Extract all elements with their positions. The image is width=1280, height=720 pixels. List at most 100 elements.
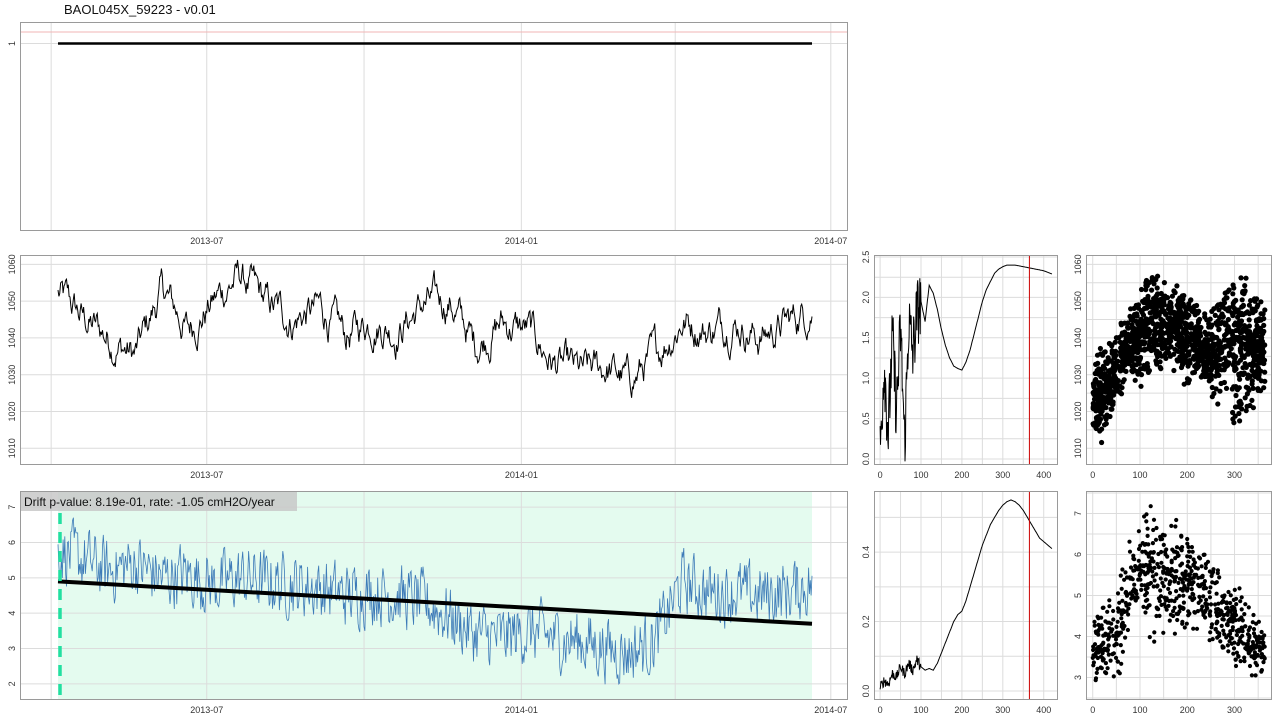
scatter-point xyxy=(1147,568,1152,573)
scatter-point xyxy=(1189,545,1194,550)
panel-background xyxy=(20,22,848,231)
scatter-point xyxy=(1184,339,1190,345)
scatter-point xyxy=(1222,632,1227,637)
scatter-point xyxy=(1233,663,1239,669)
scatter-point xyxy=(1177,576,1182,581)
scatter-point xyxy=(1102,414,1108,420)
scatter-point xyxy=(1109,621,1114,626)
scatter-point xyxy=(1246,605,1251,610)
scatter-point xyxy=(1092,420,1098,426)
scatter-point xyxy=(1238,659,1243,664)
y-tick-label: 3 xyxy=(7,646,17,651)
scatter-point xyxy=(1155,561,1160,567)
scatter-point xyxy=(1247,402,1253,409)
scatter-point xyxy=(1123,570,1128,575)
scatter-point xyxy=(1169,523,1174,529)
scatter-point xyxy=(1239,297,1245,303)
scatter-point xyxy=(1168,612,1173,617)
y-tick-label: 1030 xyxy=(7,365,17,385)
scatter-point xyxy=(1091,391,1097,397)
scatter-point xyxy=(1225,612,1230,618)
scatter-point xyxy=(1143,316,1149,322)
scatter-point xyxy=(1169,293,1175,299)
scatter-point xyxy=(1193,565,1198,570)
scatter-point xyxy=(1186,582,1191,587)
scatter-point xyxy=(1161,298,1167,304)
scatter-point xyxy=(1091,644,1096,649)
scatter-point xyxy=(1234,650,1239,655)
y-tick-label: 3 xyxy=(1073,675,1083,680)
scatter-point xyxy=(1215,620,1220,625)
scatter-point xyxy=(1179,561,1185,566)
scatter-point xyxy=(1158,537,1163,542)
scatter-point xyxy=(1244,309,1250,315)
scatter-point xyxy=(1173,524,1178,529)
scatter-point xyxy=(1249,673,1254,678)
scatter-point xyxy=(1111,674,1116,679)
scatter-point xyxy=(1215,571,1220,576)
scatter-point xyxy=(1145,533,1150,539)
acf-line xyxy=(879,264,1053,462)
scatter-point xyxy=(1184,352,1190,358)
scatter-point xyxy=(1247,633,1252,638)
scatter-point xyxy=(1153,325,1159,331)
scatter-point xyxy=(1147,551,1152,556)
scatter-point xyxy=(1232,404,1239,410)
scatter-point xyxy=(1125,627,1130,633)
scatter-point xyxy=(1224,601,1229,606)
drift-annotation: Drift p-value: 8.19e-01, rate: -1.05 cmH… xyxy=(24,495,275,509)
scatter-point xyxy=(1133,328,1139,334)
scatter-point xyxy=(1153,337,1160,343)
y-tick-label: 6 xyxy=(7,540,17,545)
y-tick-label: 5 xyxy=(7,575,17,580)
scatter-point xyxy=(1191,596,1197,601)
scatter-point xyxy=(1233,613,1239,618)
scatter-point xyxy=(1242,659,1247,664)
scatter-point xyxy=(1123,635,1128,640)
scatter-point xyxy=(1136,361,1142,367)
scatter-point xyxy=(1207,590,1212,595)
scatter-point xyxy=(1194,336,1200,342)
scatter-point xyxy=(1152,578,1157,583)
scatter-point xyxy=(1095,655,1100,661)
scatter-point xyxy=(1261,316,1267,322)
scatter-point xyxy=(1185,363,1191,369)
scatter-point xyxy=(1174,569,1179,574)
scatter-point xyxy=(1092,619,1097,625)
x-tick-label: 2013-07 xyxy=(190,470,223,480)
scatter-point xyxy=(1246,651,1251,656)
scatter-point xyxy=(1139,583,1144,588)
scatter-point xyxy=(1145,369,1151,375)
scatter-point xyxy=(1091,663,1096,668)
panel-border xyxy=(1086,491,1272,700)
y-tick-label: 1040 xyxy=(1073,328,1083,348)
scatter-point xyxy=(1106,368,1112,374)
scatter-point xyxy=(1260,640,1265,645)
scatter-point xyxy=(1219,312,1225,318)
scatter-point xyxy=(1256,317,1262,324)
scatter-point xyxy=(1149,339,1155,345)
scatter-point xyxy=(1229,386,1235,392)
scatter-point xyxy=(1142,366,1148,372)
x-tick-label: 100 xyxy=(913,705,928,715)
scatter-point xyxy=(1226,589,1231,595)
scatter-point xyxy=(1216,327,1222,333)
scatter-point xyxy=(1100,352,1106,358)
scatter-point xyxy=(1203,332,1210,338)
scatter-point xyxy=(1129,322,1135,328)
scatter-point xyxy=(1175,611,1181,617)
scatter-point xyxy=(1243,346,1249,352)
x-tick-label: 200 xyxy=(1180,705,1195,715)
scatter-point xyxy=(1242,655,1247,660)
scatter-point xyxy=(1115,619,1120,624)
scatter-point xyxy=(1186,559,1191,564)
x-tick-label: 300 xyxy=(995,705,1010,715)
scatter-point xyxy=(1208,602,1214,607)
scatter-point xyxy=(1187,565,1193,570)
scatter-point xyxy=(1256,619,1261,624)
scatter-point xyxy=(1157,334,1163,341)
scatter-point xyxy=(1225,324,1231,330)
scatter-point xyxy=(1097,625,1103,631)
scatter-point xyxy=(1100,401,1106,407)
scatter-point xyxy=(1176,323,1182,329)
